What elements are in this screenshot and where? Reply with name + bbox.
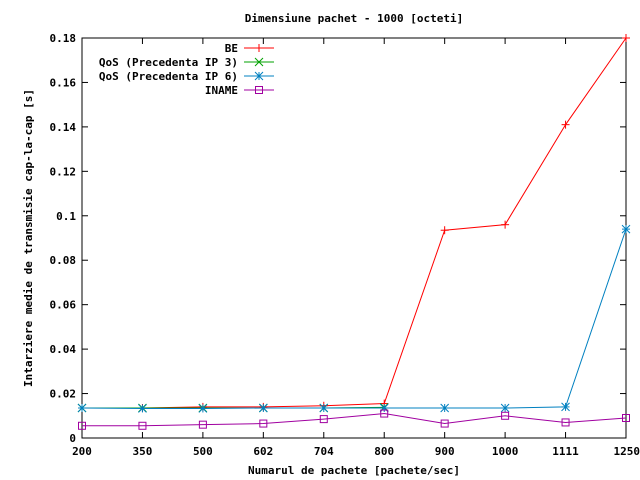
- y-tick-label: 0.16: [50, 76, 77, 89]
- point-mark: [258, 403, 268, 413]
- point-mark: [621, 224, 631, 234]
- data-point: [501, 220, 510, 229]
- point-mark: [198, 404, 208, 413]
- data-point: [254, 71, 264, 81]
- point-mark: [138, 421, 147, 430]
- point-mark: [254, 71, 264, 81]
- point-mark: [379, 403, 389, 413]
- point-mark: [440, 403, 450, 413]
- plot-frame: [81, 37, 627, 439]
- data-point: [379, 403, 389, 413]
- series-0: [78, 34, 630, 412]
- data-point: [621, 224, 631, 234]
- series-line: [82, 37, 627, 409]
- data-point: [380, 409, 389, 418]
- y-axis-label: Intarziere medie de transmisie cap-la-ca…: [22, 89, 35, 387]
- data-point: [254, 57, 264, 67]
- data-point: [319, 403, 329, 413]
- data-point: [258, 403, 268, 413]
- data-point: [440, 419, 449, 428]
- data-point: [138, 421, 147, 430]
- data-point: [198, 404, 208, 413]
- data-point: [77, 403, 87, 413]
- data-point: [259, 419, 268, 428]
- x-tick-label: 1000: [492, 445, 519, 458]
- point-mark: [561, 402, 570, 412]
- point-mark: [254, 57, 264, 67]
- legend-label: BE: [225, 42, 238, 55]
- series-3: [78, 409, 630, 430]
- y-tick-label: 0.14: [50, 121, 77, 134]
- point-mark: [198, 420, 207, 429]
- point-mark: [319, 415, 328, 424]
- x-axis-label: Numarul de pachete [pachete/sec]: [248, 464, 460, 477]
- x-tick-label: 350: [133, 445, 153, 458]
- point-mark: [138, 404, 147, 413]
- chart-title: Dimensiune pachet - 1000 [octeti]: [245, 12, 464, 25]
- point-mark: [500, 403, 510, 413]
- data-point: [198, 420, 207, 429]
- data-point: [255, 86, 263, 94]
- x-tick-label: 800: [374, 445, 394, 458]
- x-tick-label: 1111: [552, 445, 579, 458]
- y-tick-label: 0.18: [50, 32, 77, 45]
- x-tick-label: 200: [72, 445, 92, 458]
- x-tick-label: 1250: [614, 445, 640, 458]
- x-tick-label: 900: [435, 445, 455, 458]
- series-line: [81, 228, 627, 409]
- point-mark: [561, 418, 570, 427]
- data-point: [501, 411, 510, 420]
- y-tick-label: 0.06: [50, 299, 77, 312]
- y-tick-label: 0.12: [50, 165, 77, 178]
- data-point: [561, 120, 570, 129]
- data-point: [561, 418, 570, 427]
- y-tick-label: 0.1: [56, 210, 76, 223]
- data-point: [255, 44, 263, 52]
- y-tick-label: 0.08: [50, 254, 77, 267]
- point-mark: [259, 419, 268, 428]
- data-point: [319, 415, 328, 424]
- y-tick-label: 0.02: [50, 388, 77, 401]
- point-mark: [380, 409, 389, 418]
- y-tick-label: 0.04: [50, 343, 77, 356]
- y-tick-label: 0: [69, 432, 76, 445]
- point-mark: [622, 414, 630, 422]
- data-point: [500, 403, 510, 413]
- x-tick-label: 704: [314, 445, 334, 458]
- axis-ticks: 0 0.02 0.04 0.06 0.08 0.1 0.12 0.14 0.16 0.18 200 3…: [50, 32, 640, 458]
- legend-label: INAME: [205, 84, 238, 97]
- x-tick-label: 602: [253, 445, 273, 458]
- data-point: [561, 402, 570, 412]
- data-point: [138, 404, 147, 413]
- series-layer: [77, 34, 631, 430]
- data-point: [622, 414, 630, 422]
- point-mark: [319, 403, 329, 413]
- point-mark: [78, 421, 86, 430]
- legend-label: QoS (Precedenta IP 6): [99, 70, 238, 83]
- point-mark: [440, 419, 449, 428]
- point-mark: [77, 403, 87, 413]
- data-point: [622, 34, 630, 42]
- data-point: [440, 226, 449, 235]
- data-point: [78, 421, 86, 430]
- x-tick-label: 500: [193, 445, 213, 458]
- data-point: [440, 403, 450, 413]
- point-mark: [501, 411, 510, 420]
- point-mark: [255, 86, 263, 94]
- series-line: [82, 413, 627, 427]
- series-2: [77, 224, 631, 413]
- legend-label: QoS (Precedenta IP 3): [99, 56, 238, 69]
